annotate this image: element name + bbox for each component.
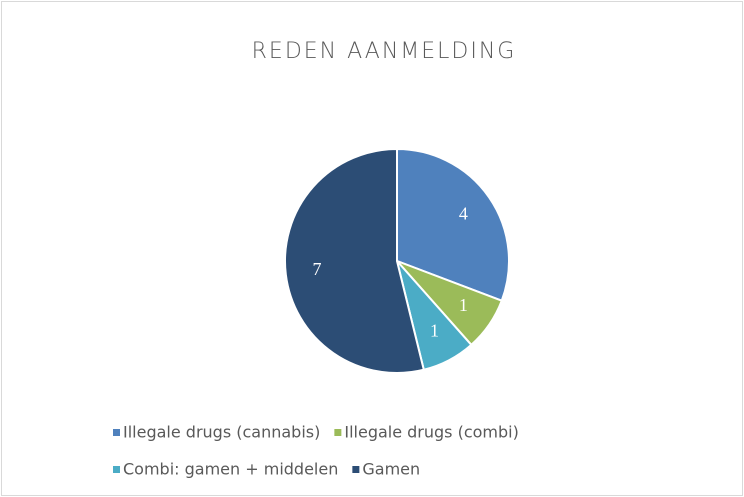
- legend-swatch: [352, 466, 360, 473]
- pie-slice: [283, 147, 426, 374]
- data-label: 1: [459, 295, 468, 315]
- pie-slice: [396, 147, 510, 303]
- legend-label: Illegale drugs (combi): [344, 423, 519, 442]
- legend-label: Gamen: [362, 460, 420, 479]
- chart-title: REDEN AANMELDING: [252, 39, 517, 64]
- data-label: 1: [430, 321, 439, 341]
- data-label: 7: [312, 259, 321, 279]
- legend-label: Illegale drugs (cannabis): [123, 423, 320, 442]
- legend-label: Combi: gamen + middelen: [123, 460, 338, 479]
- data-label: 4: [459, 203, 468, 223]
- legend-swatch: [113, 466, 120, 473]
- legend-swatch: [334, 429, 342, 436]
- legend-swatch: [113, 429, 120, 436]
